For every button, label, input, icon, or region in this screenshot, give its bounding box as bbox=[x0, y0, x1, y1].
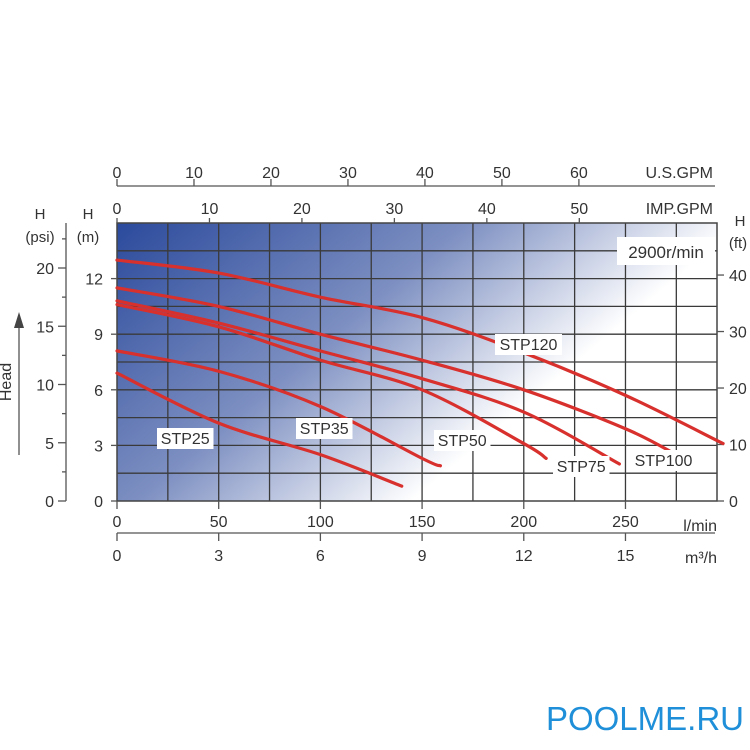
x-tick-label: 0 bbox=[113, 514, 122, 531]
ft-axis-label: H bbox=[735, 213, 746, 230]
curve-stp75 bbox=[115, 299, 621, 466]
side-label: Head bbox=[0, 363, 15, 401]
us-gpm-tick-label: 10 bbox=[185, 165, 203, 182]
psi-axis-label-unit: (psi) bbox=[25, 229, 54, 246]
curve-label-stp120: STP120 bbox=[500, 337, 558, 354]
curve-stp25 bbox=[115, 371, 404, 488]
imp-gpm-tick-label: 40 bbox=[478, 201, 496, 218]
m-tick-label: 9 bbox=[94, 327, 103, 344]
imp-gpm-tick-label: 20 bbox=[293, 201, 311, 218]
m3h-axis-label: m³/h bbox=[685, 550, 717, 567]
plot-area: 2900r/min bbox=[116, 222, 718, 502]
curves bbox=[115, 258, 725, 488]
us-gpm-tick-label: 40 bbox=[416, 165, 434, 182]
psi-tick-label: 20 bbox=[36, 261, 54, 278]
us-gpm-axis-label: U.S.GPM bbox=[645, 165, 713, 182]
imp-gpm-tick-label: 10 bbox=[201, 201, 219, 218]
psi-axis-label: H bbox=[35, 206, 46, 223]
psi-tick-label: 5 bbox=[45, 436, 54, 453]
x-tick-label: 200 bbox=[510, 514, 537, 531]
imp-gpm-tick-label: 30 bbox=[385, 201, 403, 218]
ft-tick-label: 40 bbox=[729, 268, 747, 285]
us-gpm-tick-label: 0 bbox=[113, 165, 122, 182]
curve-stp35 bbox=[115, 349, 442, 468]
m3h-tick-label: 0 bbox=[113, 548, 122, 565]
speed-label-box bbox=[617, 237, 715, 265]
m-tick-label: 12 bbox=[85, 272, 103, 289]
curve-label-box bbox=[434, 430, 491, 451]
x-tick-label: 250 bbox=[612, 514, 639, 531]
m3h-tick-label: 6 bbox=[316, 548, 325, 565]
psi-tick-label: 15 bbox=[36, 319, 54, 336]
m3h-tick-label: 12 bbox=[515, 548, 533, 565]
m3h-tick-label: 3 bbox=[214, 548, 223, 565]
us-gpm-tick-label: 20 bbox=[262, 165, 280, 182]
curve-stp50 bbox=[115, 302, 548, 460]
curve-label-stp35: STP35 bbox=[300, 421, 349, 438]
ft-tick-label: 30 bbox=[729, 325, 747, 342]
us-gpm-tick-label: 30 bbox=[339, 165, 357, 182]
plot-border bbox=[116, 222, 718, 502]
curve-labels: STP25 STP35 STP50 STP75 STP100 STP120 bbox=[157, 334, 697, 477]
watermark: POOLME.RU bbox=[545, 700, 744, 737]
head-arrow-icon bbox=[14, 312, 24, 328]
ft-axis-label-unit: (ft) bbox=[729, 235, 747, 252]
x-tick-label: 50 bbox=[210, 514, 228, 531]
us-gpm-tick-label: 50 bbox=[493, 165, 511, 182]
imp-gpm-tick-label: 50 bbox=[570, 201, 588, 218]
curve-label-stp100: STP100 bbox=[635, 453, 693, 470]
ft-tick-label: 10 bbox=[729, 438, 747, 455]
x-tick-label: 100 bbox=[307, 514, 334, 531]
curve-label-box bbox=[630, 450, 697, 471]
curve-label-box bbox=[495, 334, 562, 355]
curve-stp100 bbox=[115, 286, 678, 457]
ft-tick-label: 20 bbox=[729, 381, 747, 398]
imp-gpm-axis-label: IMP.GPM bbox=[646, 201, 713, 218]
m3h-tick-label: 9 bbox=[418, 548, 427, 565]
imp-gpm-tick-label: 0 bbox=[113, 201, 122, 218]
curve-label-box bbox=[157, 428, 214, 449]
m-tick-label: 0 bbox=[94, 494, 103, 511]
m-tick-label: 3 bbox=[94, 438, 103, 455]
speed-label: 2900r/min bbox=[628, 243, 704, 262]
psi-tick-label: 0 bbox=[45, 494, 54, 511]
x-tick-label: 150 bbox=[409, 514, 436, 531]
curve-label-box bbox=[296, 418, 353, 439]
curve-label-stp25: STP25 bbox=[161, 431, 210, 448]
curve-stp120 bbox=[115, 258, 725, 446]
m-axis-label: H bbox=[83, 206, 94, 223]
ft-tick-label: 0 bbox=[729, 494, 738, 511]
m3h-tick-label: 15 bbox=[617, 548, 635, 565]
curve-label-stp75: STP75 bbox=[557, 459, 606, 476]
m-axis-label-unit: (m) bbox=[77, 229, 100, 246]
psi-tick-label: 10 bbox=[36, 378, 54, 395]
curve-label-stp50: STP50 bbox=[438, 433, 487, 450]
us-gpm-tick-label: 60 bbox=[570, 165, 588, 182]
x-axis-label: l/min bbox=[683, 518, 717, 535]
m-tick-label: 6 bbox=[94, 383, 103, 400]
curve-label-box bbox=[553, 456, 610, 477]
